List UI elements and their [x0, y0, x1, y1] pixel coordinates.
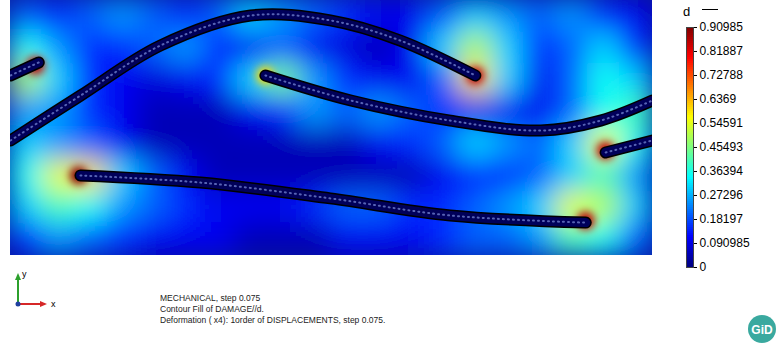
html-text:Deformation ( x4): 1order of D: Deformation ( x4): 1order of DISPLACEMEN… [160, 315, 386, 325]
svg-text:0: 0 [700, 260, 707, 274]
svg-text:0.18197: 0.18197 [700, 212, 744, 226]
svg-text:GiD: GiD [751, 323, 773, 337]
svg-text:x: x [51, 299, 56, 309]
svg-text:0.6369: 0.6369 [700, 92, 737, 106]
svg-text:0.36394: 0.36394 [700, 164, 744, 178]
svg-text:y: y [22, 269, 27, 279]
svg-text:0.090985: 0.090985 [700, 236, 750, 250]
html-text:d: d [683, 4, 691, 19]
svg-text:0.45493: 0.45493 [700, 140, 744, 154]
svg-text:0.90985: 0.90985 [700, 20, 744, 34]
svg-text:0.54591: 0.54591 [700, 116, 744, 130]
svg-text:0.27296: 0.27296 [700, 188, 744, 202]
svg-text:0.72788: 0.72788 [700, 68, 744, 82]
html-text:Contour Fill of DAMAGE//d.: Contour Fill of DAMAGE//d. [160, 304, 264, 314]
svg-text:0.81887: 0.81887 [700, 44, 744, 58]
html-text:MECHANICAL, step 0.075: MECHANICAL, step 0.075 [160, 293, 261, 303]
